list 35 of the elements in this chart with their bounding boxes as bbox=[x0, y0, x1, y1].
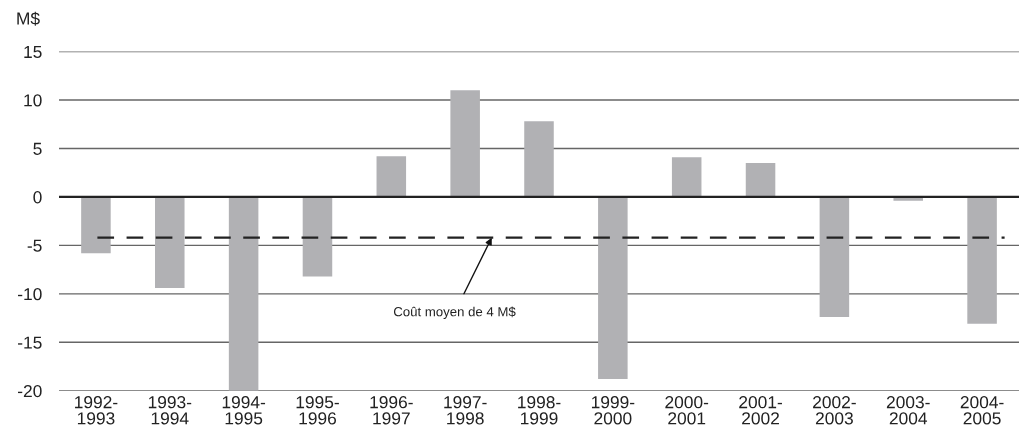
y-tick-label: 15 bbox=[24, 45, 42, 59]
x-tick-label: 1998- 1999 bbox=[518, 396, 561, 425]
x-tick-label: 2003- 2004 bbox=[886, 396, 930, 425]
x-tick-label: 1993- 1994 bbox=[148, 396, 192, 425]
y-tick-label: -15 bbox=[18, 336, 42, 349]
x-tick-label: 2001- 2002 bbox=[739, 396, 782, 425]
bar bbox=[81, 196, 111, 254]
bar bbox=[819, 196, 850, 318]
x-tick-label: 1992- 1993 bbox=[75, 396, 118, 425]
bar bbox=[598, 196, 628, 380]
bar bbox=[524, 121, 554, 197]
bar bbox=[228, 196, 259, 391]
y-tick-label: 10 bbox=[24, 94, 42, 107]
x-tick-label: 2004- 2005 bbox=[960, 396, 1004, 425]
y-tick-label: 5 bbox=[33, 142, 42, 155]
x-tick-label: 1997- 1998 bbox=[444, 396, 487, 425]
bar bbox=[671, 157, 702, 197]
x-tick-label: 1999- 2000 bbox=[591, 396, 635, 425]
x-tick-label: 1996- 1997 bbox=[370, 396, 413, 425]
bar bbox=[302, 196, 333, 277]
x-tick-label: 1994- 1995 bbox=[222, 396, 266, 425]
y-tick-label: -5 bbox=[27, 239, 42, 252]
bar bbox=[376, 156, 407, 197]
bar bbox=[745, 163, 776, 197]
y-tick-label: 0 bbox=[33, 191, 42, 204]
x-tick-label: 2000- 2001 bbox=[665, 396, 709, 425]
y-axis-title: M$ bbox=[17, 11, 40, 26]
bar bbox=[155, 196, 185, 289]
bar bbox=[967, 196, 997, 324]
y-tick-label: -20 bbox=[18, 384, 42, 398]
ref-line-label: Coût moyen de 4 M$ bbox=[393, 306, 516, 319]
bar bbox=[450, 90, 480, 197]
x-tick-label: 2002- 2003 bbox=[813, 396, 856, 425]
y-tick-label: -10 bbox=[18, 288, 42, 301]
x-tick-label: 1995- 1996 bbox=[296, 396, 339, 425]
